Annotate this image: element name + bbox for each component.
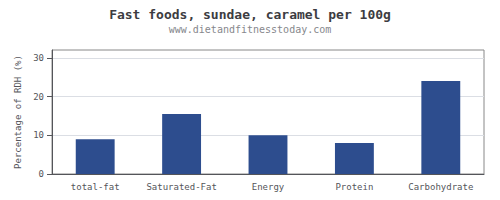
svg-text:Carbohydrate: Carbohydrate — [408, 182, 473, 192]
svg-text:20: 20 — [33, 92, 44, 102]
svg-text:Percentage of RDH (%): Percentage of RDH (%) — [13, 55, 23, 169]
svg-text:Saturated-Fat: Saturated-Fat — [146, 182, 216, 192]
svg-text:www.dietandfitnesstoday.com: www.dietandfitnesstoday.com — [169, 24, 332, 35]
svg-text:10: 10 — [33, 130, 44, 140]
svg-text:0: 0 — [39, 169, 44, 179]
svg-text:Protein: Protein — [335, 182, 373, 192]
svg-text:total-fat: total-fat — [71, 182, 120, 192]
svg-text:30: 30 — [33, 53, 44, 63]
svg-text:Fast foods, sundae, caramel pe: Fast foods, sundae, caramel per 100g — [109, 7, 391, 22]
svg-text:Energy: Energy — [252, 182, 285, 192]
